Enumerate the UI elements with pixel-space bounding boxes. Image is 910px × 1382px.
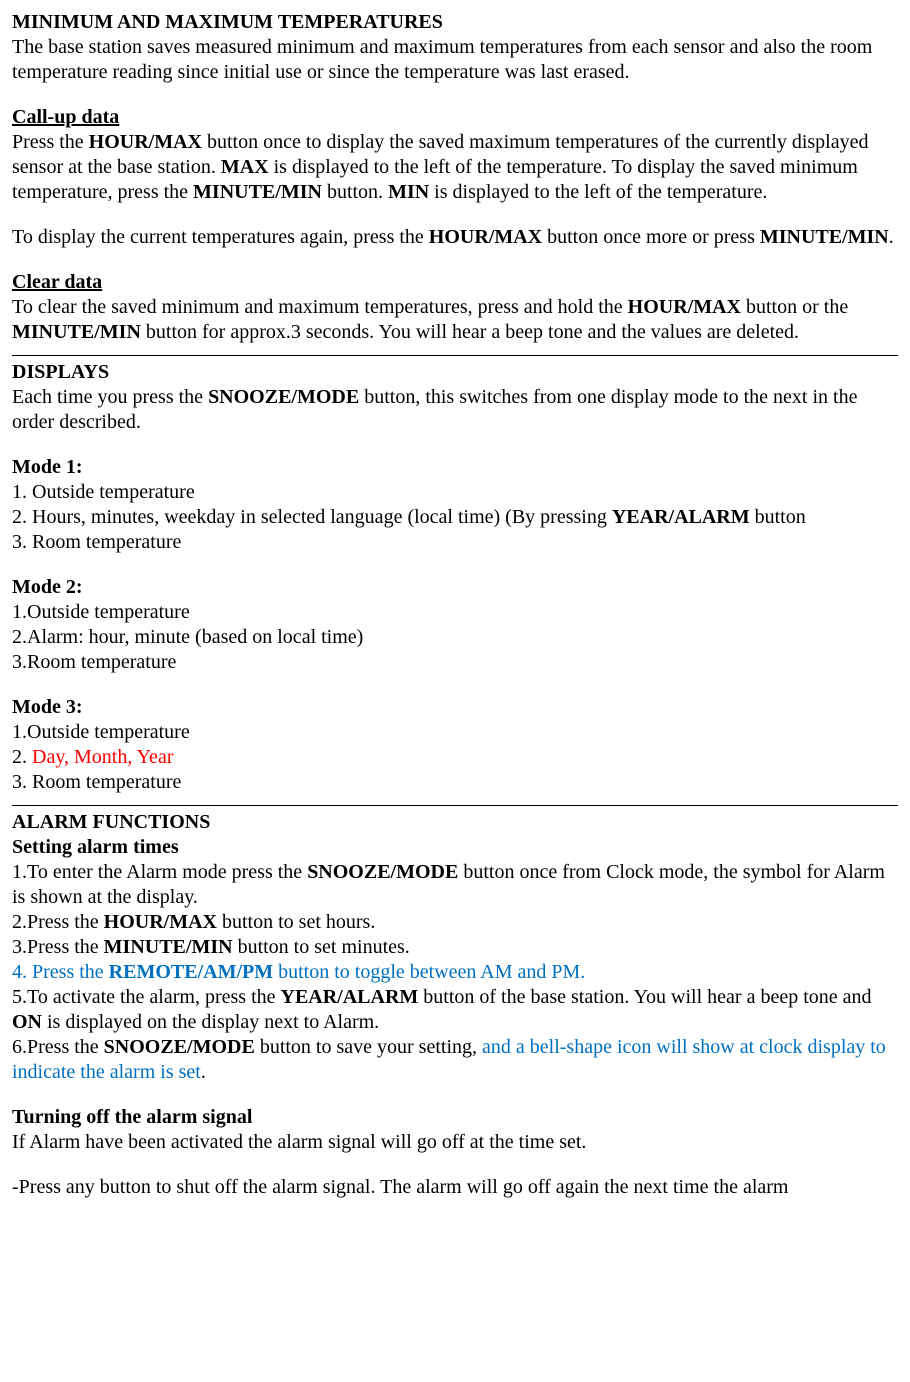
heading-alarm: ALARM FUNCTIONS — [12, 810, 898, 835]
text-fragment: To clear the saved minimum and maximum t… — [12, 296, 628, 318]
text-turnoff-2: -Press any button to shut off the alarm … — [12, 1175, 898, 1200]
text-fragment: HOUR/MAX — [104, 911, 217, 933]
mode3-line1: 1.Outside temperature — [12, 720, 898, 745]
heading-setting-alarm: Setting alarm times — [12, 835, 898, 860]
alarm-step3: 3.Press the MINUTE/MIN button to set min… — [12, 935, 898, 960]
alarm-step1: 1.To enter the Alarm mode press the SNOO… — [12, 860, 898, 910]
mode1-line2: 2. Hours, minutes, weekday in selected l… — [12, 505, 898, 530]
text-fragment: 2. Hours, minutes, weekday in selected l… — [12, 506, 612, 528]
text-fragment: MINUTE/MIN — [193, 181, 322, 203]
text-fragment: YEAR/ALARM — [281, 986, 419, 1008]
text-callup-1: Press the HOUR/MAX button once to displa… — [12, 130, 898, 205]
heading-mode2: Mode 2: — [12, 575, 898, 600]
text-fragment: . — [889, 226, 894, 248]
mode2-line3: 3.Room temperature — [12, 650, 898, 675]
text-fragment: 1.To enter the Alarm mode press the — [12, 861, 307, 883]
text-fragment: HOUR/MAX — [628, 296, 741, 318]
heading-mode3: Mode 3: — [12, 695, 898, 720]
text-fragment: REMOTE/AM/PM — [109, 961, 273, 983]
text-fragment: . — [201, 1061, 206, 1083]
text-fragment: MINUTE/MIN — [104, 936, 233, 958]
text-fragment: MIN — [388, 181, 429, 203]
mode2-line1: 1.Outside temperature — [12, 600, 898, 625]
text-fragment: 2. — [12, 746, 32, 768]
mode3-line2: 2. Day, Month, Year — [12, 745, 898, 770]
text-fragment: ON — [12, 1011, 42, 1033]
text-fragment: button — [750, 506, 806, 528]
text-fragment: 2.Press the — [12, 911, 104, 933]
mode1-line1: 1. Outside temperature — [12, 480, 898, 505]
mode1-line3: 3. Room temperature — [12, 530, 898, 555]
heading-clear: Clear data — [12, 270, 898, 295]
text-fragment: is displayed to the left of the temperat… — [429, 181, 767, 203]
alarm-step2: 2.Press the HOUR/MAX button to set hours… — [12, 910, 898, 935]
text-fragment: button. — [322, 181, 388, 203]
divider — [12, 355, 898, 356]
heading-mode1: Mode 1: — [12, 455, 898, 480]
text-fragment: YEAR/ALARM — [612, 506, 750, 528]
text-fragment: button to toggle between AM and PM. — [273, 961, 585, 983]
text-fragment: is displayed on the display next to Alar… — [42, 1011, 379, 1033]
text-fragment: Day, Month, Year — [32, 746, 173, 768]
text-fragment: button once more or press — [542, 226, 760, 248]
heading-turnoff-alarm: Turning off the alarm signal — [12, 1105, 898, 1130]
text-fragment: Press the — [12, 131, 89, 153]
text-fragment: button to save your setting, — [255, 1036, 482, 1058]
text-fragment: 4. Press the — [12, 961, 109, 983]
text-fragment: Each time you press the — [12, 386, 208, 408]
text-fragment: MINUTE/MIN — [760, 226, 889, 248]
text-fragment: button or the — [741, 296, 848, 318]
text-displays-intro: Each time you press the SNOOZE/MODE butt… — [12, 385, 898, 435]
text-fragment: 5.To activate the alarm, press the — [12, 986, 281, 1008]
alarm-step4: 4. Press the REMOTE/AM/PM button to togg… — [12, 960, 898, 985]
text-fragment: button to set minutes. — [233, 936, 410, 958]
text-fragment: SNOOZE/MODE — [307, 861, 458, 883]
text-fragment: button of the base station. You will hea… — [418, 986, 871, 1008]
text-fragment: 3.Press the — [12, 936, 104, 958]
heading-callup: Call-up data — [12, 105, 898, 130]
text-fragment: button for approx.3 seconds. You will he… — [141, 321, 799, 343]
text-fragment: SNOOZE/MODE — [104, 1036, 255, 1058]
heading-displays: DISPLAYS — [12, 360, 898, 385]
heading-min-max: MINIMUM AND MAXIMUM TEMPERATURES — [12, 10, 898, 35]
text-fragment: MINUTE/MIN — [12, 321, 141, 343]
text-fragment: 6.Press the — [12, 1036, 104, 1058]
mode3-line3: 3. Room temperature — [12, 770, 898, 795]
text-fragment: button to set hours. — [217, 911, 375, 933]
text-fragment: MAX — [221, 156, 269, 178]
text-fragment: HOUR/MAX — [89, 131, 202, 153]
text-turnoff-1: If Alarm have been activated the alarm s… — [12, 1130, 898, 1155]
alarm-step6: 6.Press the SNOOZE/MODE button to save y… — [12, 1035, 898, 1085]
text-clear-1: To clear the saved minimum and maximum t… — [12, 295, 898, 345]
mode2-line2: 2.Alarm: hour, minute (based on local ti… — [12, 625, 898, 650]
divider — [12, 805, 898, 806]
text-fragment: HOUR/MAX — [429, 226, 542, 248]
text-fragment: To display the current temperatures agai… — [12, 226, 429, 248]
text-fragment: SNOOZE/MODE — [208, 386, 359, 408]
text-callup-2: To display the current temperatures agai… — [12, 225, 898, 250]
text-min-max-intro: The base station saves measured minimum … — [12, 35, 898, 85]
alarm-step5: 5.To activate the alarm, press the YEAR/… — [12, 985, 898, 1035]
